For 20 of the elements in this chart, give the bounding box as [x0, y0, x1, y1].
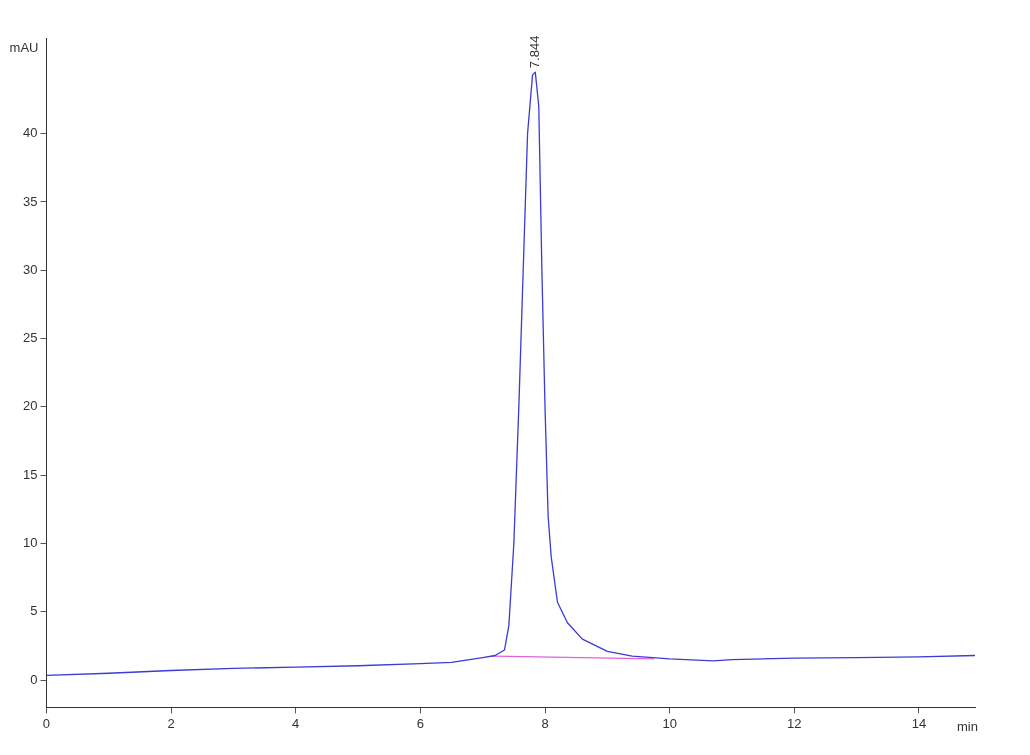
y-tick-label: 40 — [22, 125, 38, 141]
y-tick-label: 25 — [22, 330, 38, 346]
y-tick-label: 30 — [22, 261, 38, 277]
annotation: 7.844 — [526, 35, 542, 69]
y-tick-label: 20 — [22, 398, 38, 414]
y-tick-label: 35 — [22, 193, 38, 209]
x-tick-label: 10 — [662, 715, 677, 731]
x-tick-label: 12 — [787, 715, 802, 731]
x-tick-label: 0 — [42, 715, 51, 731]
x-tick-label: 2 — [167, 715, 175, 731]
x-tick-label: 8 — [541, 715, 549, 731]
y-axis-title: mAU — [9, 39, 39, 55]
x-tick-label: 6 — [416, 715, 424, 731]
x-tick-label: 4 — [292, 715, 300, 731]
x-tick-label: 14 — [911, 715, 927, 731]
y-tick-label: 10 — [22, 535, 38, 551]
y-tick-label: 5 — [30, 603, 38, 619]
y-tick-label: 0 — [30, 671, 38, 687]
y-tick-label: 15 — [22, 466, 38, 482]
x-axis-title: min — [957, 719, 978, 735]
